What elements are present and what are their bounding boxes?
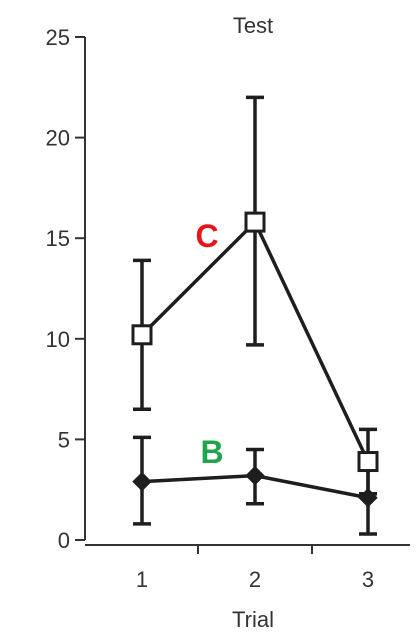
y-tick-label: 15: [46, 226, 70, 251]
data-point-B: [132, 471, 152, 492]
data-point-C: [357, 451, 379, 473]
data-point-C: [131, 324, 153, 346]
x-axis-title: Trial: [232, 607, 274, 632]
axes: 0 5 10 15 20 25 1 2 3: [46, 25, 410, 592]
y-tick-label: 25: [46, 25, 70, 50]
y-tick-label: 5: [58, 427, 70, 452]
y-tick-label: 10: [46, 327, 70, 352]
series-label-C: C: [195, 218, 218, 254]
series-labels: CB: [195, 218, 223, 470]
data-point-B: [245, 465, 265, 486]
series-label-B: B: [200, 434, 223, 470]
data-point-B: [358, 488, 378, 508]
x-tick-label: 1: [136, 567, 148, 592]
chart-title: Test: [233, 13, 273, 38]
data-point-C: [244, 211, 266, 233]
y-tick-label: 20: [46, 126, 70, 151]
x-tick-label: 2: [249, 567, 261, 592]
x-tick-label: 3: [362, 567, 374, 592]
data-markers: [131, 211, 379, 508]
y-tick-label: 0: [58, 528, 70, 553]
